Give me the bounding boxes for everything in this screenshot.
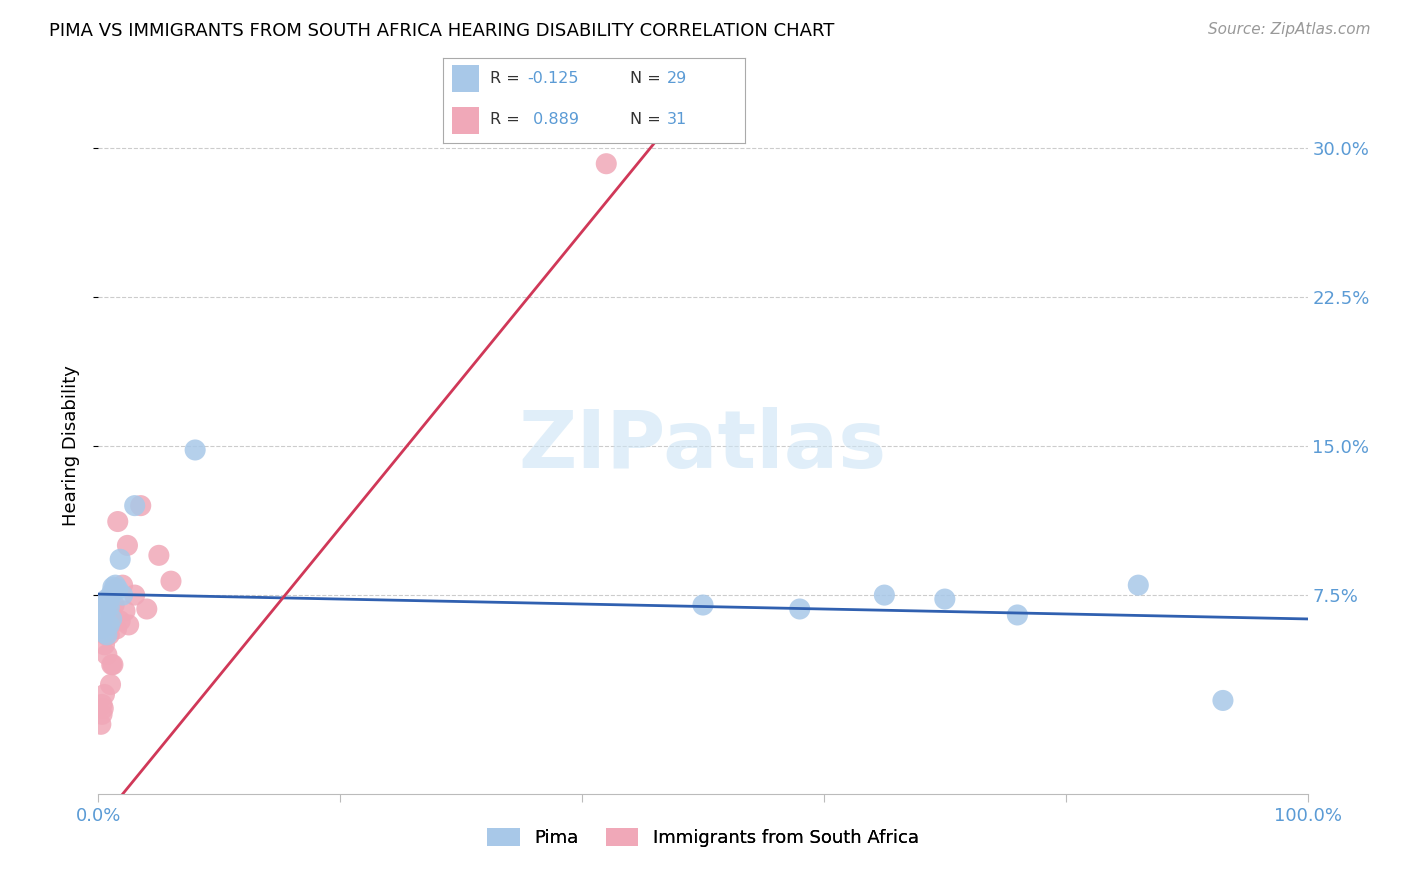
Point [1212, 693, 1234, 707]
Point [107, 515, 129, 529]
Point [124, 499, 146, 513]
Text: R =: R = [489, 70, 519, 86]
Point [93, 598, 115, 612]
Point [692, 598, 714, 612]
Point [100, 607, 122, 622]
Point [94, 604, 117, 618]
Point [934, 592, 956, 607]
Point [97, 596, 120, 610]
Point [873, 588, 896, 602]
Text: -0.125: -0.125 [527, 70, 579, 86]
Point [94, 628, 117, 642]
Point [96, 592, 118, 607]
Point [91, 707, 114, 722]
Point [103, 582, 125, 596]
Point [96, 628, 118, 642]
Point [135, 602, 157, 616]
Text: N =: N = [630, 112, 661, 128]
Text: Source: ZipAtlas.com: Source: ZipAtlas.com [1208, 22, 1371, 37]
Point [98, 618, 121, 632]
Point [124, 588, 146, 602]
Point [105, 622, 128, 636]
Point [160, 574, 183, 589]
Point [91, 602, 114, 616]
Point [111, 588, 134, 602]
Point [96, 648, 118, 662]
Text: ZIPatlas: ZIPatlas [519, 407, 887, 485]
Y-axis label: Hearing Disability: Hearing Disability [62, 366, 80, 526]
Point [118, 618, 141, 632]
Text: R =: R = [489, 112, 519, 128]
Point [100, 586, 122, 600]
Text: 29: 29 [666, 70, 688, 86]
Point [111, 578, 134, 592]
Point [107, 582, 129, 596]
Point [90, 717, 112, 731]
Point [100, 612, 122, 626]
Point [595, 157, 617, 171]
Point [114, 604, 136, 618]
Point [91, 701, 114, 715]
Point [91, 614, 114, 628]
Point [108, 552, 131, 566]
Point [1128, 578, 1150, 592]
Point [1007, 607, 1029, 622]
FancyBboxPatch shape [451, 107, 479, 134]
Point [104, 578, 127, 592]
Point [93, 688, 115, 702]
Point [101, 580, 124, 594]
Point [98, 600, 121, 615]
Point [93, 638, 115, 652]
Point [91, 698, 114, 712]
Point [100, 677, 122, 691]
Text: 0.889: 0.889 [527, 112, 578, 128]
Point [789, 602, 811, 616]
Point [184, 442, 207, 457]
Point [101, 657, 124, 672]
Text: PIMA VS IMMIGRANTS FROM SOUTH AFRICA HEARING DISABILITY CORRELATION CHART: PIMA VS IMMIGRANTS FROM SOUTH AFRICA HEA… [49, 22, 835, 40]
Legend: Pima, Immigrants from South Africa: Pima, Immigrants from South Africa [481, 821, 925, 855]
Point [90, 607, 112, 622]
Point [98, 602, 121, 616]
Point [96, 594, 118, 608]
Point [100, 590, 122, 604]
Point [103, 598, 125, 612]
FancyBboxPatch shape [451, 65, 479, 92]
Point [93, 625, 115, 640]
Point [98, 628, 121, 642]
Text: N =: N = [630, 70, 661, 86]
Point [129, 499, 152, 513]
Text: 31: 31 [666, 112, 688, 128]
Point [117, 538, 139, 552]
Point [91, 622, 114, 636]
Point [148, 549, 170, 563]
Point [100, 657, 122, 672]
Point [97, 618, 120, 632]
Point [108, 614, 131, 628]
